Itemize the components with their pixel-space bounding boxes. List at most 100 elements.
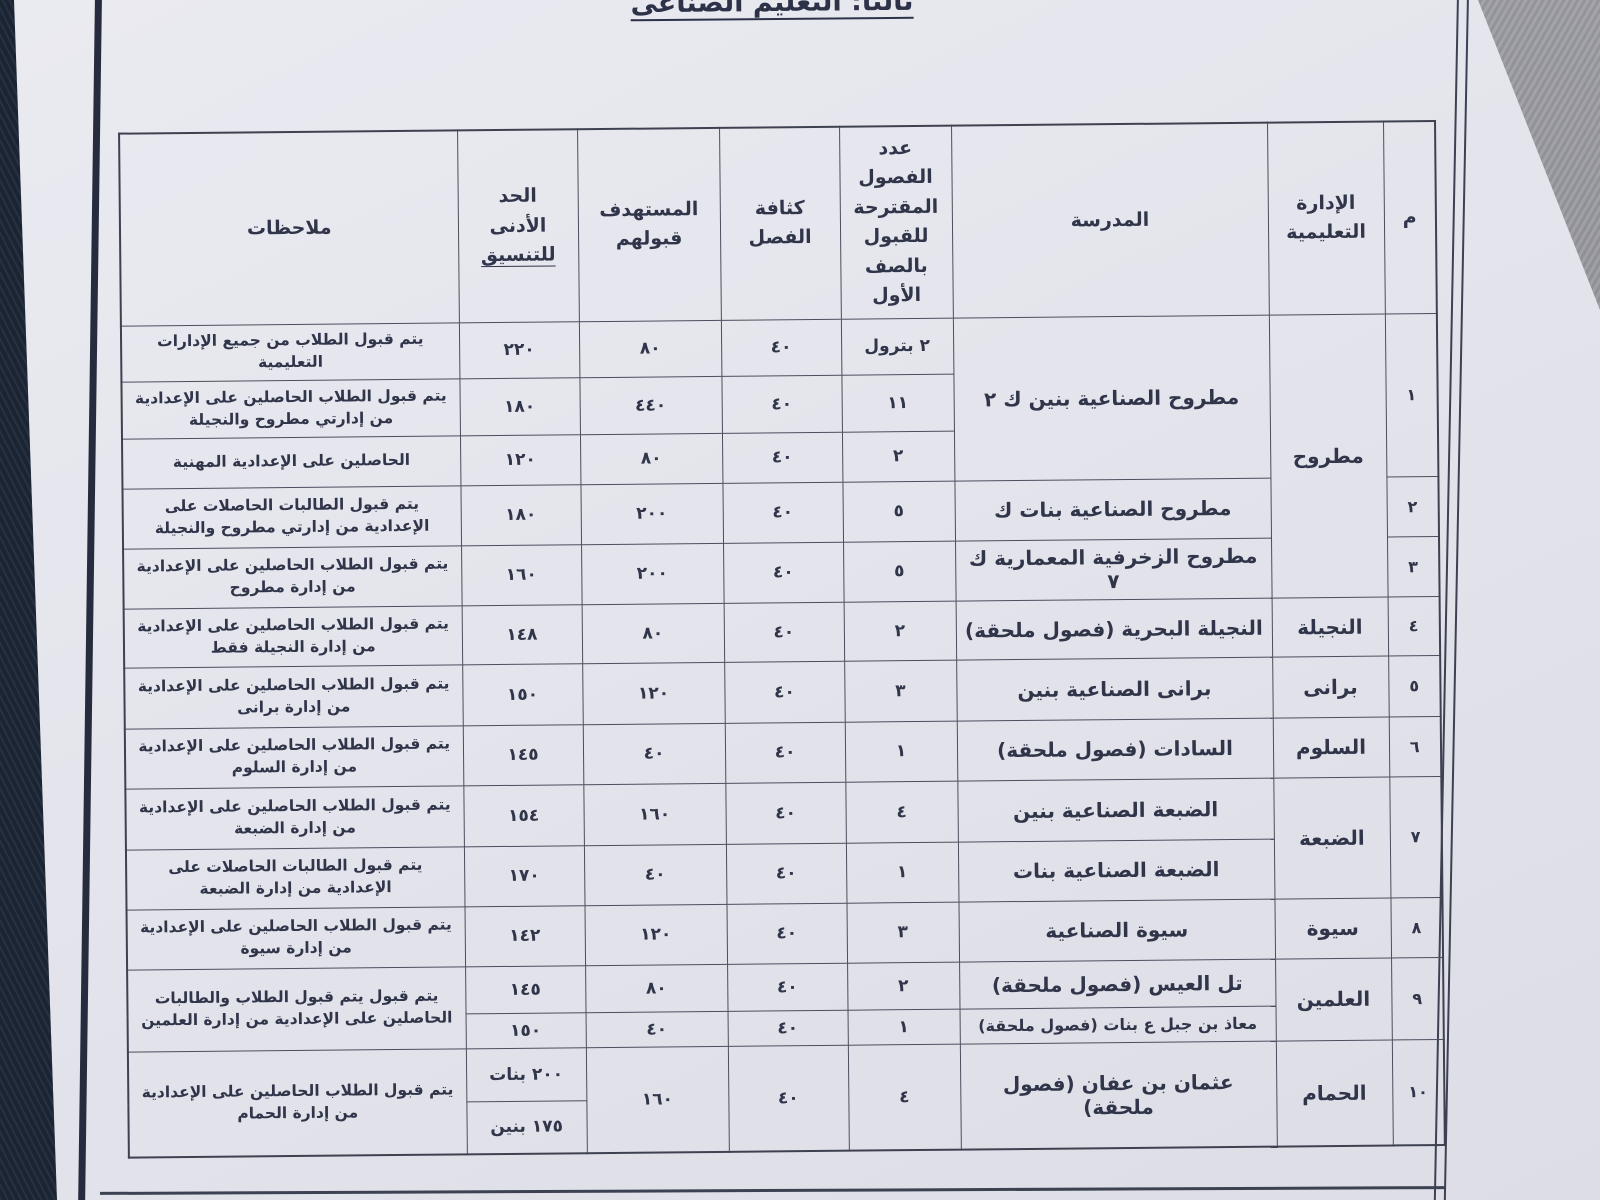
col-header-target: المستهدف قبولهم	[577, 127, 721, 322]
cell-admin: سيوة	[1274, 897, 1392, 959]
cell-min: ١٤٢	[464, 905, 586, 967]
cell-num: ١	[1384, 313, 1439, 477]
cell-target: ٢٠٠	[581, 542, 724, 605]
cell-notes: يتم قبول الطلاب الحاصلين على الإعدادية م…	[126, 906, 466, 970]
cell-notes: يتم قبول يتم قبول الطلاب والطالبات الحاص…	[127, 966, 466, 1052]
cell-min-girls: ٢٠٠ بنات	[465, 1047, 587, 1102]
cell-min: ١٥٠	[462, 663, 583, 726]
cell-school: عثمان بن عفان (فصول ملحقة)	[959, 1040, 1277, 1150]
cell-density: ٤٠	[720, 318, 842, 376]
cell-density: ٤٠	[721, 374, 842, 433]
cell-min: ١٤٨	[461, 604, 583, 665]
cell-admin: الحمام	[1275, 1039, 1393, 1147]
cell-num: ٤	[1387, 595, 1441, 656]
cell-classes: ٣	[846, 901, 960, 963]
cell-classes: ٤	[845, 780, 958, 843]
cell-target: ٨٠	[579, 432, 723, 485]
cell-notes: يتم قبول الطلاب الحاصلين على الإعدادية م…	[125, 785, 464, 850]
cell-classes: ١	[847, 1008, 960, 1045]
cell-school: الضبعة الصناعية بنات	[957, 838, 1275, 902]
cell-min: ١٥٤	[463, 784, 584, 847]
cell-density: ٤٠	[723, 601, 845, 662]
cell-num: ٥	[1388, 654, 1441, 717]
cell-min: ١٦٠	[461, 544, 582, 606]
cell-school: برانى الصناعية بنين	[956, 656, 1273, 721]
cell-notes: الحاصلين على الإعدادية المهنية	[121, 435, 461, 489]
cell-school: الضبعة الصناعية بنين	[957, 777, 1274, 842]
cell-target: ١٦٠	[585, 1045, 729, 1154]
cell-admin: الضبعة	[1273, 776, 1391, 899]
cell-target: ٨٠	[581, 602, 725, 664]
cell-school: السادات (فصول ملحقة)	[956, 717, 1274, 781]
cell-min: ١٤٥	[462, 724, 584, 786]
cell-school: مطروح الصناعية بنات ك	[954, 477, 1272, 541]
cell-min: ١٨٠	[459, 377, 580, 436]
cell-school: معاذ بن جبل ع بنات (فصول ملحقة)	[959, 1005, 1276, 1044]
cell-classes: ١	[845, 841, 959, 903]
cell-admin: مطروح	[1268, 313, 1388, 598]
cell-school: سيوة الصناعية	[958, 898, 1276, 962]
cell-classes: ٢ بترول	[840, 317, 954, 375]
cell-num: ٢	[1386, 475, 1439, 537]
cell-density: ٤٠	[725, 842, 847, 904]
cell-classes: ٢	[847, 961, 960, 1010]
cell-notes: يتم قبول الطلاب الحاصلين على الإعدادية م…	[127, 1048, 467, 1158]
cell-density: ٤٠	[724, 660, 845, 723]
table-wrapper: م الإدارة التعليمية المدرسة عدد الفصول ا…	[118, 120, 1446, 1159]
cell-notes: يتم قبول الطلاب الحاصلين على الإعدادية م…	[121, 378, 460, 439]
cell-classes: ٢	[843, 600, 957, 661]
cell-target: ٤٠	[583, 843, 727, 906]
cell-density: ٤٠	[723, 541, 844, 603]
col-header-admin: الإدارة التعليمية	[1267, 121, 1385, 315]
cell-classes: ٥	[843, 540, 956, 602]
cell-num: ١٠	[1391, 1038, 1445, 1146]
cell-min: ١٤٥	[465, 965, 586, 1014]
col-header-num: م	[1383, 121, 1437, 314]
cell-admin: برانى	[1272, 655, 1389, 718]
cell-classes: ١١	[841, 373, 954, 432]
cell-classes: ٣	[844, 659, 957, 722]
cell-classes: ٥	[842, 480, 956, 542]
page-title: ثالثا: التعليم الصناعى	[630, 0, 914, 20]
cell-min: ١٧٠	[463, 845, 585, 907]
cell-target: ٨٠	[585, 963, 728, 1013]
cell-target: ١٦٠	[583, 782, 726, 846]
cell-classes: ٤	[847, 1043, 961, 1151]
cell-classes: ٢	[841, 430, 955, 482]
cell-num: ٩	[1391, 956, 1444, 1040]
cell-notes: يتم قبول الطالبات الحاصلات على الإعدادية…	[125, 846, 465, 910]
cell-school: مطروح الصناعية بنين ك ٢	[952, 314, 1271, 481]
cell-notes: يتم قبول الطلاب الحاصلين على الإعدادية م…	[123, 545, 462, 609]
cell-min: ١٢٠	[459, 434, 581, 486]
cell-density: ٤٠	[724, 721, 846, 783]
cell-density: ٤٠	[722, 481, 844, 543]
cell-min: ١٥٠	[465, 1012, 586, 1049]
cell-admin: النجيلة	[1271, 596, 1389, 657]
cell-admin: العلمين	[1275, 957, 1392, 1041]
cell-notes: يتم قبول الطلاب الحاصلين على الإعدادية م…	[124, 725, 464, 789]
cell-density: ٤٠	[727, 1044, 849, 1152]
col-header-classes: عدد الفصول المقترحة للقبول بالصف الأول	[839, 125, 953, 319]
cell-school: مطروح الزخرفية المعمارية ك ٧	[955, 537, 1272, 601]
cell-target: ١٢٠	[582, 661, 725, 725]
col-header-min: الحد الأدنى للتنسيق	[457, 129, 579, 323]
cell-density: ٤٠	[725, 781, 846, 844]
cell-notes: يتم قبول الطلاب من جميع الإدارات التعليم…	[120, 322, 460, 382]
cell-min: ٢٢٠	[458, 321, 580, 379]
col-header-school: المدرسة	[951, 122, 1269, 318]
cell-admin: السلوم	[1272, 716, 1390, 778]
col-header-min-line2: للتنسيق	[480, 243, 556, 267]
cell-target: ٤٠	[585, 1010, 728, 1048]
cell-target: ٢٠٠	[580, 482, 724, 545]
table-row: ١٠ الحمام عثمان بن عفان (فصول ملحقة) ٤ ٤…	[127, 1038, 1445, 1158]
cell-density: ٤٠	[727, 962, 848, 1011]
cell-num: ٨	[1390, 896, 1444, 958]
cell-min-boys: ١٧٥ بنين	[466, 1100, 587, 1155]
cell-min: ١٨٠	[460, 484, 582, 546]
data-table: م الإدارة التعليمية المدرسة عدد الفصول ا…	[118, 120, 1446, 1159]
cell-notes: يتم قبول الطالبات الحاصلات على الإعدادية…	[122, 485, 462, 549]
cell-target: ١٢٠	[584, 903, 728, 966]
cell-target: ٨٠	[578, 319, 722, 378]
